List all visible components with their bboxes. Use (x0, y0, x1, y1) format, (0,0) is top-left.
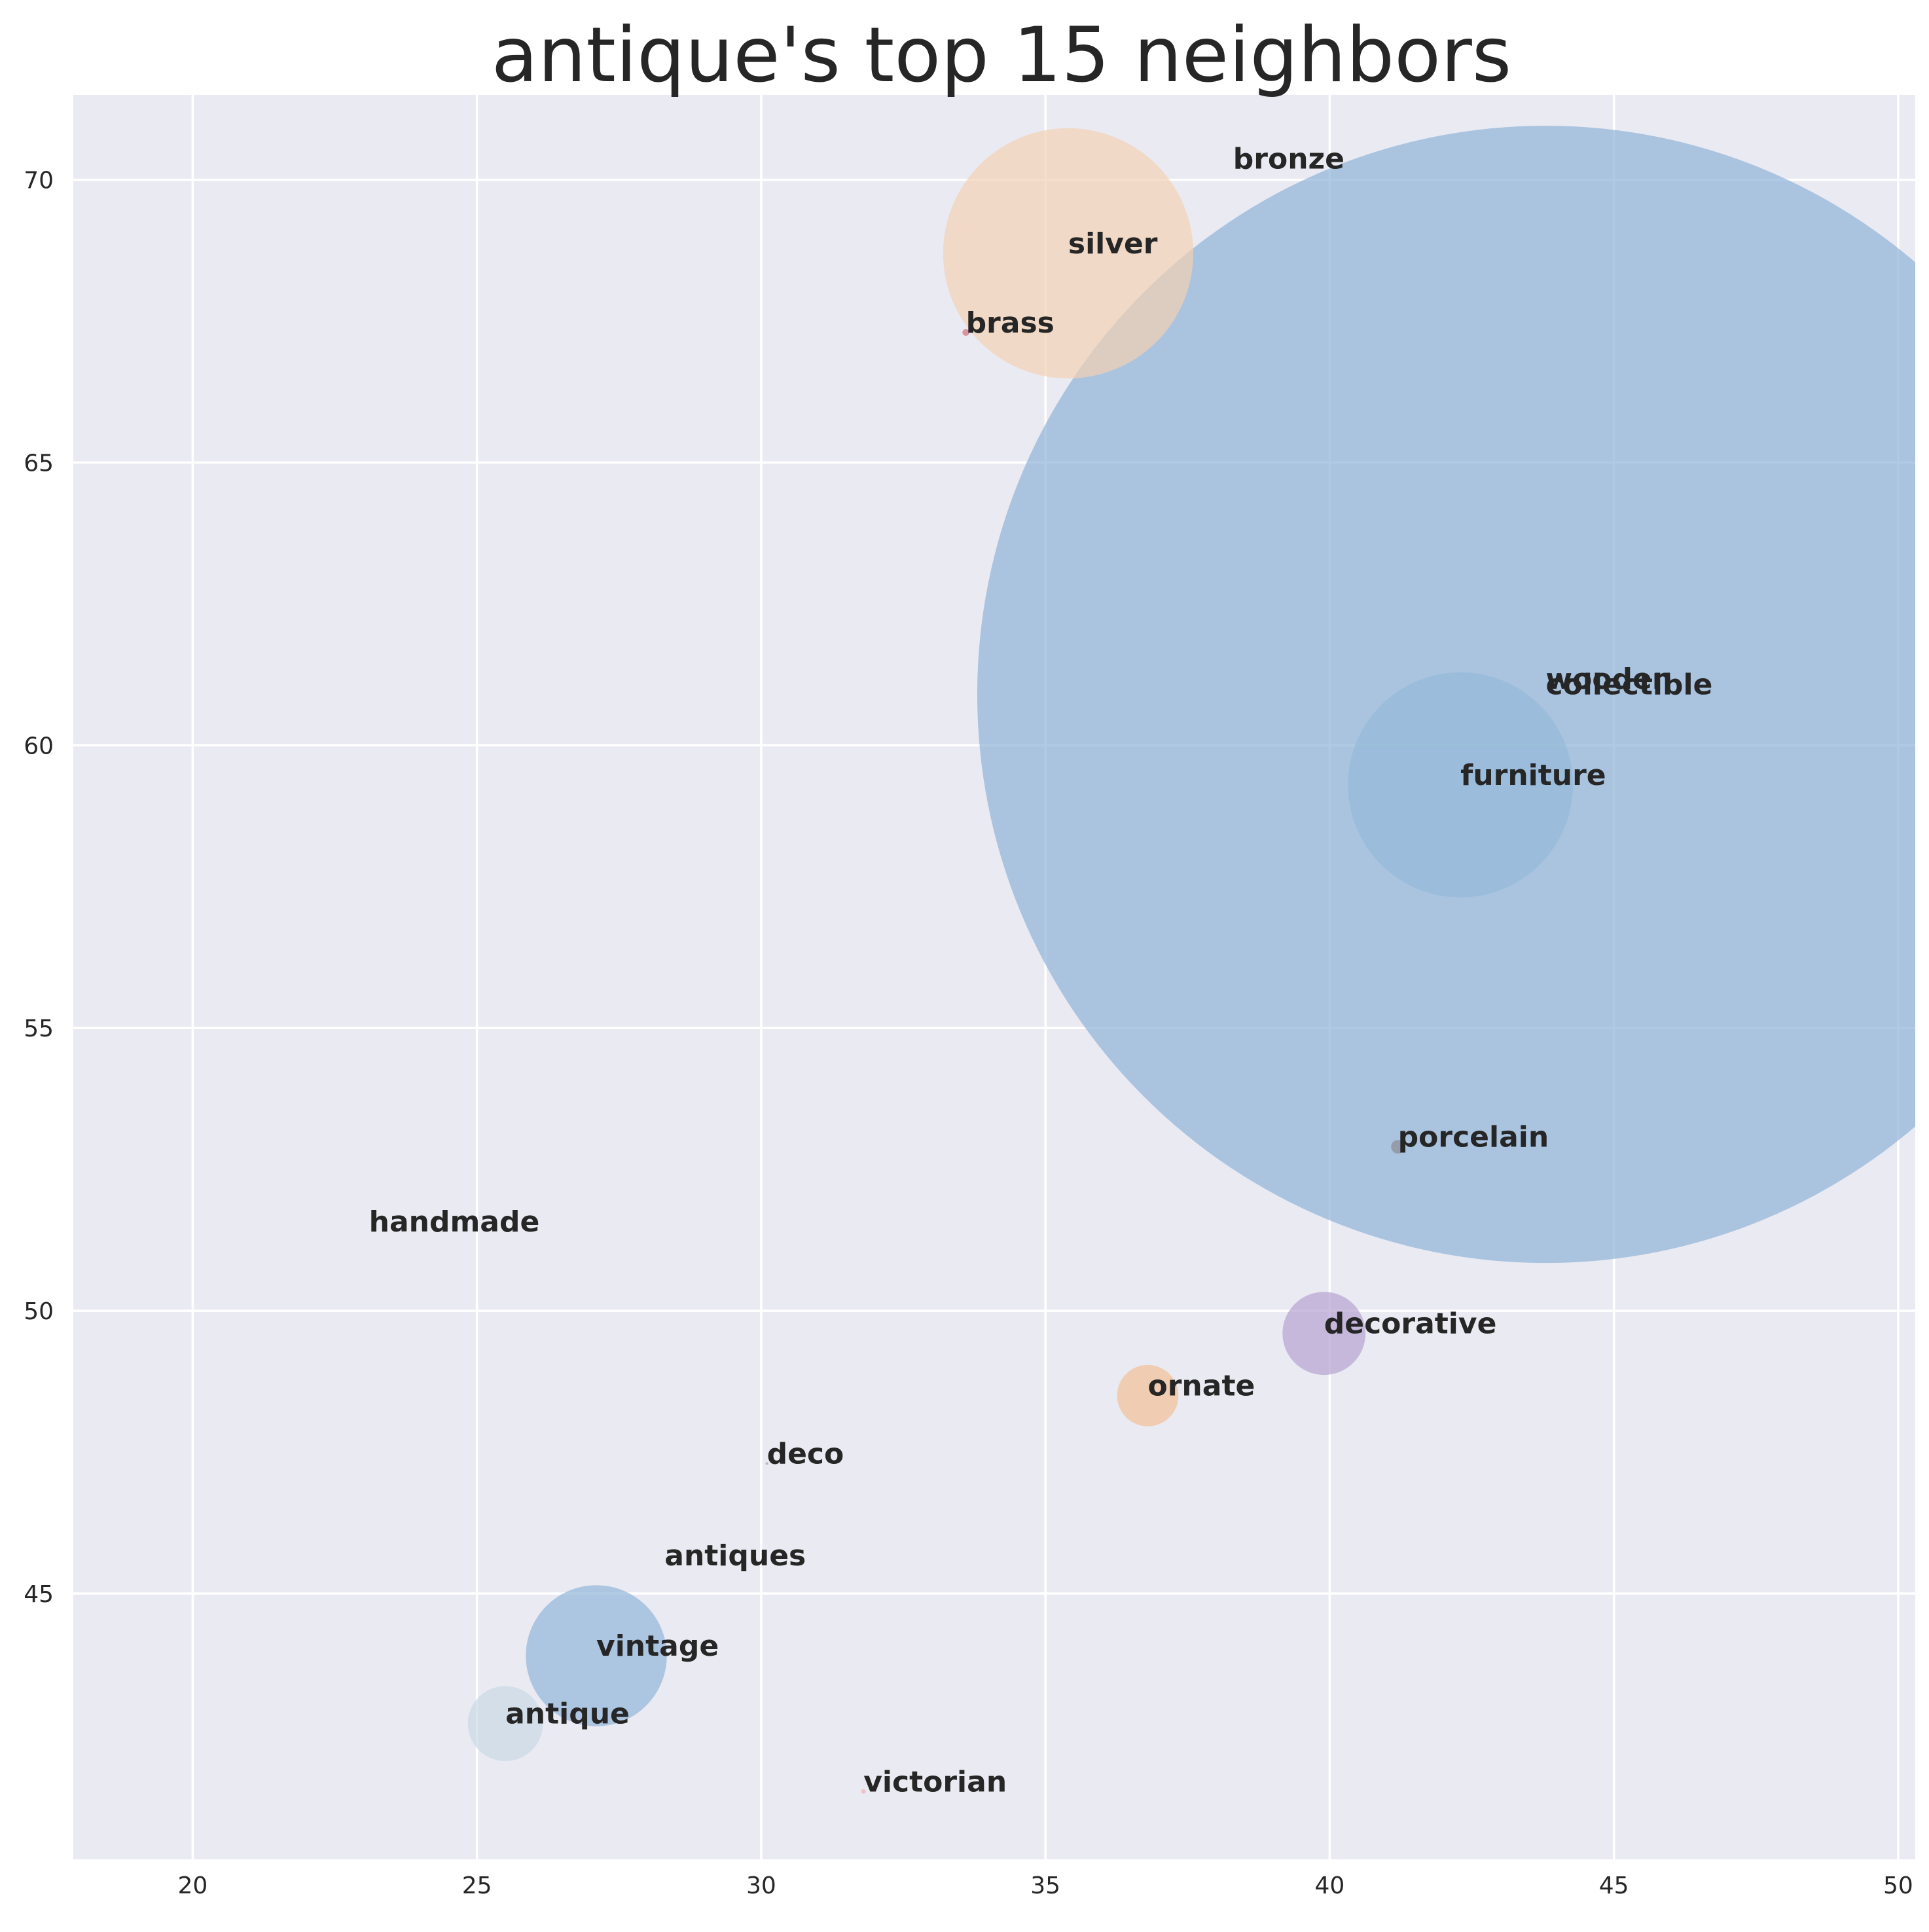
axis-ticks: 20 25 30 35 40 45 50 45 50 55 60 65 70 (24, 168, 1913, 1899)
x-tick-label: 50 (1883, 1872, 1913, 1899)
bubble-deco (765, 1462, 768, 1465)
x-tick-label: 45 (1599, 1872, 1629, 1899)
x-tick-label: 25 (462, 1872, 492, 1899)
bubble-antique (467, 1686, 543, 1762)
x-tick-label: 40 (1315, 1872, 1345, 1899)
label-porcelain: porcelain (1398, 1121, 1549, 1154)
label-wooden: wooden (1545, 663, 1672, 696)
bubble-victorian (861, 1789, 866, 1794)
x-tick-label: 20 (177, 1872, 207, 1899)
label-antiques: antiques (664, 1539, 806, 1573)
y-tick-label: 45 (24, 1581, 54, 1608)
y-tick-label: 65 (24, 450, 54, 477)
x-tick-label: 30 (746, 1872, 776, 1899)
bubble-decorative (1282, 1292, 1366, 1376)
label-handmade: handmade (369, 1205, 540, 1239)
bubbles (467, 126, 1915, 1794)
label-collectible: collectible (1545, 668, 1712, 702)
label-ornate: ornate (1148, 1370, 1255, 1403)
y-tick-label: 70 (24, 168, 54, 194)
point-labels: collectible furniture silver vintage decorat… (369, 142, 1713, 1798)
y-tick-label: 55 (24, 1015, 54, 1042)
bubble-brass (962, 329, 969, 336)
bubble-furniture (1348, 672, 1574, 898)
label-deco: deco (767, 1437, 844, 1470)
label-vintage: vintage (596, 1630, 719, 1663)
label-antique: antique (505, 1698, 630, 1731)
label-bronze: bronze (1233, 142, 1344, 175)
bubble-porcelain (1391, 1140, 1405, 1154)
chart-title: antique's top 15 neighbors (492, 11, 1511, 100)
bubble-vintage (526, 1585, 667, 1726)
bubble-silver (943, 128, 1193, 378)
x-tick-label: 35 (1030, 1872, 1060, 1899)
label-decorative: decorative (1324, 1307, 1497, 1341)
bubble-ornate (1117, 1364, 1179, 1427)
y-tick-label: 50 (24, 1298, 54, 1325)
label-furniture: furniture (1460, 759, 1606, 792)
label-brass: brass (966, 306, 1055, 340)
y-tick-label: 60 (24, 733, 54, 759)
label-silver: silver (1068, 227, 1158, 261)
label-victorian: victorian (863, 1765, 1007, 1798)
